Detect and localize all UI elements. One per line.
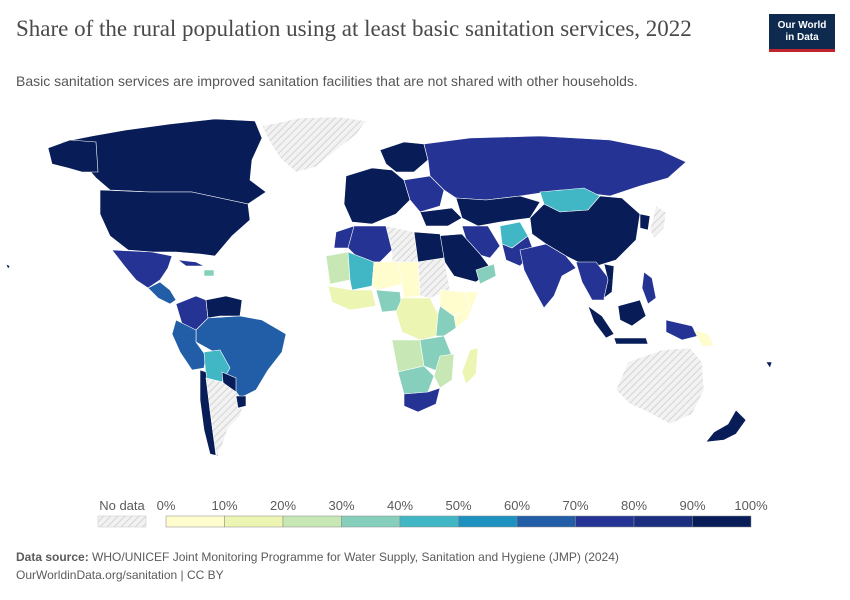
india[interactable] [519, 243, 577, 309]
legend-bin-8[interactable] [633, 515, 693, 528]
brazil[interactable] [195, 315, 287, 399]
legend-bins [165, 515, 752, 528]
logo-line-2: in Data [785, 32, 819, 43]
libya[interactable] [385, 225, 419, 263]
europe-west[interactable] [343, 167, 411, 225]
mozambique[interactable] [433, 353, 455, 389]
mainland-southeast-asia[interactable] [575, 261, 611, 301]
russia[interactable] [423, 135, 687, 201]
uruguay[interactable] [235, 395, 247, 409]
venezuela[interactable] [205, 295, 243, 319]
west-africa-coast[interactable] [327, 285, 377, 311]
world-map [5, 116, 773, 457]
legend-tick-label: 20% [270, 498, 296, 513]
legend-tick-label: 0% [157, 498, 176, 513]
new-zealand[interactable] [705, 409, 747, 443]
legend-tick-label: 40% [387, 498, 413, 513]
yemen-oman[interactable] [475, 263, 497, 285]
java[interactable] [613, 337, 649, 345]
legend-bin-2[interactable] [282, 515, 342, 528]
egypt[interactable] [413, 231, 445, 263]
legend-tick-label: 80% [621, 498, 647, 513]
data-source-label: Data source: [16, 550, 89, 564]
kazakhstan[interactable] [455, 195, 541, 227]
philippines[interactable] [641, 271, 657, 305]
japan[interactable] [649, 205, 667, 239]
fiji[interactable] [765, 361, 773, 369]
legend-tick-label: 60% [504, 498, 530, 513]
legend-svg: No data 0% 10% 20% 30% 40% 50% 60% 70% 80% 90% 100… [97, 498, 768, 528]
papua-new-guinea[interactable] [693, 329, 715, 347]
mali[interactable] [347, 251, 375, 291]
legend-tick-label: 30% [328, 498, 354, 513]
central-america[interactable] [147, 281, 177, 305]
legend-no-data-swatch[interactable] [97, 515, 147, 528]
vietnam[interactable] [603, 263, 615, 299]
canada[interactable] [61, 118, 267, 205]
united-states[interactable] [99, 189, 251, 257]
legend-bin-4[interactable] [399, 515, 459, 528]
footer: Data source: WHO/UNICEF Joint Monitoring… [16, 548, 619, 584]
central-africa[interactable] [395, 297, 439, 341]
niger[interactable] [371, 261, 403, 291]
argentina[interactable] [205, 377, 245, 457]
legend-tick-label: 70% [562, 498, 588, 513]
logo-line-1: Our World [777, 20, 827, 31]
legend-bin-9[interactable] [692, 515, 752, 528]
legend-bin-3[interactable] [341, 515, 401, 528]
cuba[interactable] [176, 259, 205, 267]
australia[interactable] [615, 347, 705, 425]
legend-bin-0[interactable] [165, 515, 225, 528]
haiti[interactable] [203, 269, 215, 277]
url-license[interactable]: OurWorldinData.org/sanitation | CC BY [16, 568, 224, 582]
legend-tick-label: 50% [445, 498, 471, 513]
legend-tick-label: 10% [211, 498, 237, 513]
chart-subtitle: Basic sanitation services are improved s… [16, 73, 638, 89]
legend-no-data-label: No data [99, 498, 145, 513]
legend-tick-label: 100% [734, 498, 768, 513]
namibia-botswana[interactable] [397, 365, 435, 395]
chart-title: Share of the rural population using at l… [16, 16, 692, 41]
greenland[interactable] [261, 116, 367, 173]
korea[interactable] [639, 213, 651, 231]
borneo[interactable] [617, 299, 647, 327]
owid-logo[interactable]: Our World in Data [769, 14, 835, 52]
color-legend: No data 0% 10% 20% 30% 40% 50% 60% 70% 80% 90% 100… [0, 492, 850, 541]
legend-bin-1[interactable] [224, 515, 284, 528]
legend-tick-label: 90% [679, 498, 705, 513]
chad[interactable] [397, 261, 421, 299]
alaska[interactable] [47, 139, 99, 173]
legend-ticks: 0% 10% 20% 30% 40% 50% 60% 70% 80% 90% 100% [157, 498, 768, 513]
madagascar[interactable] [461, 347, 479, 385]
data-source: Data source: WHO/UNICEF Joint Monitoring… [16, 548, 619, 566]
sumatra[interactable] [587, 305, 615, 339]
new-guinea[interactable] [665, 319, 699, 341]
mexico[interactable] [111, 249, 173, 289]
data-source-text: WHO/UNICEF Joint Monitoring Programme fo… [92, 550, 619, 564]
scandinavia[interactable] [379, 141, 429, 173]
legend-bin-7[interactable] [575, 515, 635, 528]
mauritania[interactable] [325, 251, 351, 285]
legend-bin-6[interactable] [516, 515, 576, 528]
hawaii[interactable] [5, 263, 11, 270]
legend-bin-5[interactable] [458, 515, 518, 528]
south-africa[interactable] [403, 387, 441, 413]
peru[interactable] [171, 319, 207, 371]
turkey[interactable] [419, 207, 463, 227]
